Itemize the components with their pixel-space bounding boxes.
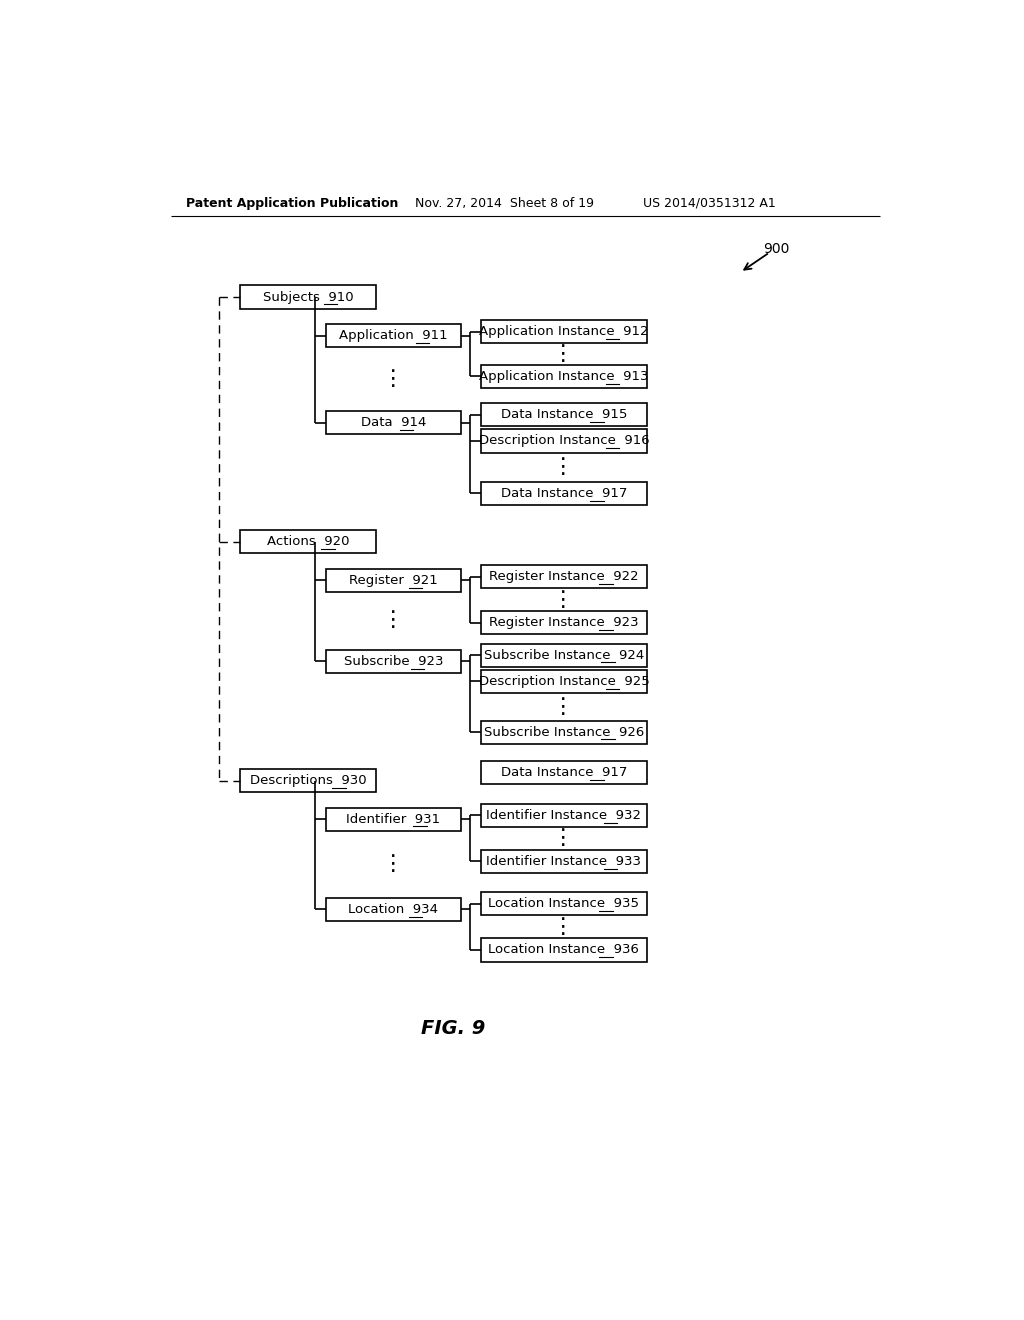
Text: ⋮: ⋮ (382, 610, 404, 631)
Text: Description Instance  925: Description Instance 925 (478, 675, 649, 688)
Bar (241, 531, 376, 553)
Text: ⋮: ⋮ (552, 590, 574, 610)
Bar (241, 770, 376, 792)
Text: Register Instance  922: Register Instance 922 (489, 570, 639, 583)
Bar (480, 762, 647, 784)
Text: ⋮: ⋮ (382, 368, 404, 388)
Bar (480, 321, 647, 343)
Bar (326, 649, 461, 673)
Bar (480, 611, 647, 635)
Text: ⋮: ⋮ (382, 854, 404, 874)
Text: Patent Application Publication: Patent Application Publication (186, 197, 398, 210)
Text: Actions  920: Actions 920 (267, 536, 349, 548)
Bar (326, 808, 461, 830)
Text: Identifier Instance  932: Identifier Instance 932 (486, 809, 641, 822)
Bar (480, 429, 647, 453)
Text: Register Instance  923: Register Instance 923 (489, 616, 639, 630)
Text: Data  914: Data 914 (360, 416, 426, 429)
Bar (480, 644, 647, 667)
Text: Application Instance  913: Application Instance 913 (479, 370, 648, 383)
Bar (326, 411, 461, 434)
Text: Identifier  931: Identifier 931 (346, 813, 440, 825)
Text: Description Instance  916: Description Instance 916 (478, 434, 649, 447)
Text: US 2014/0351312 A1: US 2014/0351312 A1 (643, 197, 776, 210)
Text: Register  921: Register 921 (349, 574, 438, 587)
Text: Location  934: Location 934 (348, 903, 438, 916)
Bar (480, 482, 647, 506)
Text: Subscribe  923: Subscribe 923 (344, 655, 443, 668)
Bar (480, 721, 647, 743)
Bar (241, 285, 376, 309)
Bar (480, 404, 647, 426)
Text: ⋮: ⋮ (552, 457, 574, 477)
Bar (480, 364, 647, 388)
Text: Identifier Instance  933: Identifier Instance 933 (486, 855, 641, 869)
Bar (480, 669, 647, 693)
Text: ⋮: ⋮ (552, 829, 574, 849)
Text: Data Instance  915: Data Instance 915 (501, 408, 627, 421)
Text: ⋮: ⋮ (552, 917, 574, 937)
Text: 900: 900 (764, 243, 790, 256)
Text: Application  911: Application 911 (339, 329, 447, 342)
Bar (326, 569, 461, 591)
Text: Subscribe Instance  926: Subscribe Instance 926 (483, 726, 644, 739)
Text: Application Instance  912: Application Instance 912 (479, 325, 648, 338)
Bar (480, 804, 647, 826)
Text: ⋮: ⋮ (552, 697, 574, 717)
Bar (480, 939, 647, 961)
Bar (480, 892, 647, 915)
Text: Nov. 27, 2014  Sheet 8 of 19: Nov. 27, 2014 Sheet 8 of 19 (415, 197, 594, 210)
Bar (480, 565, 647, 589)
Text: Data Instance  917: Data Instance 917 (501, 487, 627, 500)
Bar (326, 898, 461, 921)
Text: ⋮: ⋮ (552, 345, 574, 364)
Text: Subjects  910: Subjects 910 (263, 290, 353, 304)
Text: Data Instance  917: Data Instance 917 (501, 767, 627, 779)
Text: FIG. 9: FIG. 9 (421, 1019, 485, 1038)
Text: Location Instance  936: Location Instance 936 (488, 944, 639, 957)
Text: Subscribe Instance  924: Subscribe Instance 924 (483, 648, 644, 661)
Bar (326, 323, 461, 347)
Text: Descriptions  930: Descriptions 930 (250, 774, 367, 787)
Text: Location Instance  935: Location Instance 935 (488, 898, 639, 911)
Bar (480, 850, 647, 873)
